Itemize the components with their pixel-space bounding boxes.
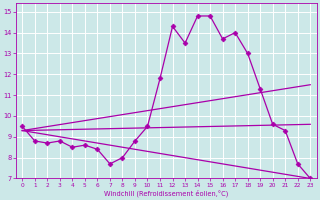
X-axis label: Windchill (Refroidissement éolien,°C): Windchill (Refroidissement éolien,°C) xyxy=(104,189,228,197)
